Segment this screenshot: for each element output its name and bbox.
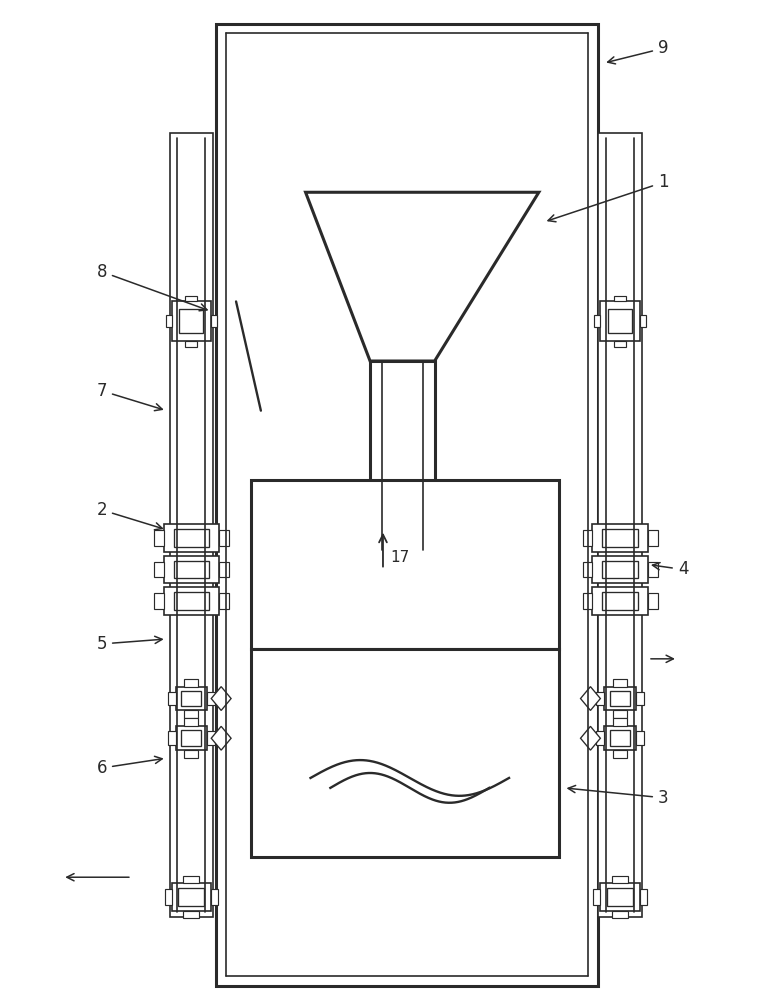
Bar [163,587,219,615]
Bar [370,361,435,550]
Text: 17: 17 [390,550,409,565]
Bar [593,556,648,583]
Bar [179,309,204,333]
Bar [597,731,604,745]
Bar [219,593,229,609]
Bar [216,24,598,986]
Bar [185,679,198,687]
Bar [167,692,176,705]
Polygon shape [581,687,600,710]
Bar [207,692,215,705]
Bar [594,889,600,905]
Polygon shape [211,726,231,750]
Bar [613,718,627,726]
Bar [613,876,629,883]
Bar [593,524,648,552]
Bar [165,889,172,905]
Bar [166,315,172,327]
Bar [603,561,638,578]
Bar [603,592,638,610]
Bar [593,587,648,615]
Bar [219,530,229,546]
Bar [648,562,658,577]
Bar [600,301,640,341]
Bar [614,341,626,347]
Bar [211,889,218,905]
Bar [185,710,198,718]
Bar [607,888,633,906]
Bar [613,710,627,718]
Bar [598,133,642,917]
Bar [211,315,217,327]
Bar [179,888,204,906]
Bar [613,679,627,687]
Bar [182,730,201,746]
Bar [594,315,600,327]
Bar [173,561,209,578]
Bar [600,883,640,911]
Bar [163,556,219,583]
Bar [603,529,638,547]
Bar [185,296,198,301]
Bar [636,692,644,705]
Bar [176,726,207,750]
Bar [154,562,163,577]
Bar [163,524,219,552]
Bar [610,691,630,706]
Text: 9: 9 [608,39,669,64]
Text: 1: 1 [548,173,669,222]
Bar [172,883,211,911]
Bar [185,718,198,726]
Bar [183,911,199,918]
Bar [610,730,630,746]
Bar [648,530,658,546]
Bar [582,530,593,546]
Bar [613,750,627,758]
Bar [613,911,629,918]
Text: 6: 6 [97,756,162,777]
Bar [172,301,211,341]
Bar [154,530,163,546]
Polygon shape [211,687,231,710]
Bar [154,593,163,609]
Bar [608,309,632,333]
Text: 5: 5 [97,635,162,653]
Bar [173,529,209,547]
Polygon shape [581,726,600,750]
Bar [173,592,209,610]
Bar [176,687,207,710]
Bar [582,593,593,609]
Bar [582,562,593,577]
Text: 3: 3 [568,785,669,807]
Bar [604,687,636,710]
Bar [219,562,229,577]
Bar [167,731,176,745]
Bar [614,296,626,301]
Bar [183,876,199,883]
Text: 8: 8 [97,263,207,311]
Bar [648,593,658,609]
Bar [251,480,559,649]
Text: 4: 4 [653,560,689,578]
Bar [185,341,198,347]
Text: 2: 2 [97,501,163,530]
Text: 7: 7 [97,382,163,411]
Bar [207,731,215,745]
Bar [604,726,636,750]
Bar [251,649,559,857]
Bar [182,691,201,706]
Bar [185,750,198,758]
Bar [636,731,644,745]
Polygon shape [306,192,539,361]
Bar [640,315,646,327]
Bar [640,889,647,905]
Bar [597,692,604,705]
Bar [169,133,214,917]
